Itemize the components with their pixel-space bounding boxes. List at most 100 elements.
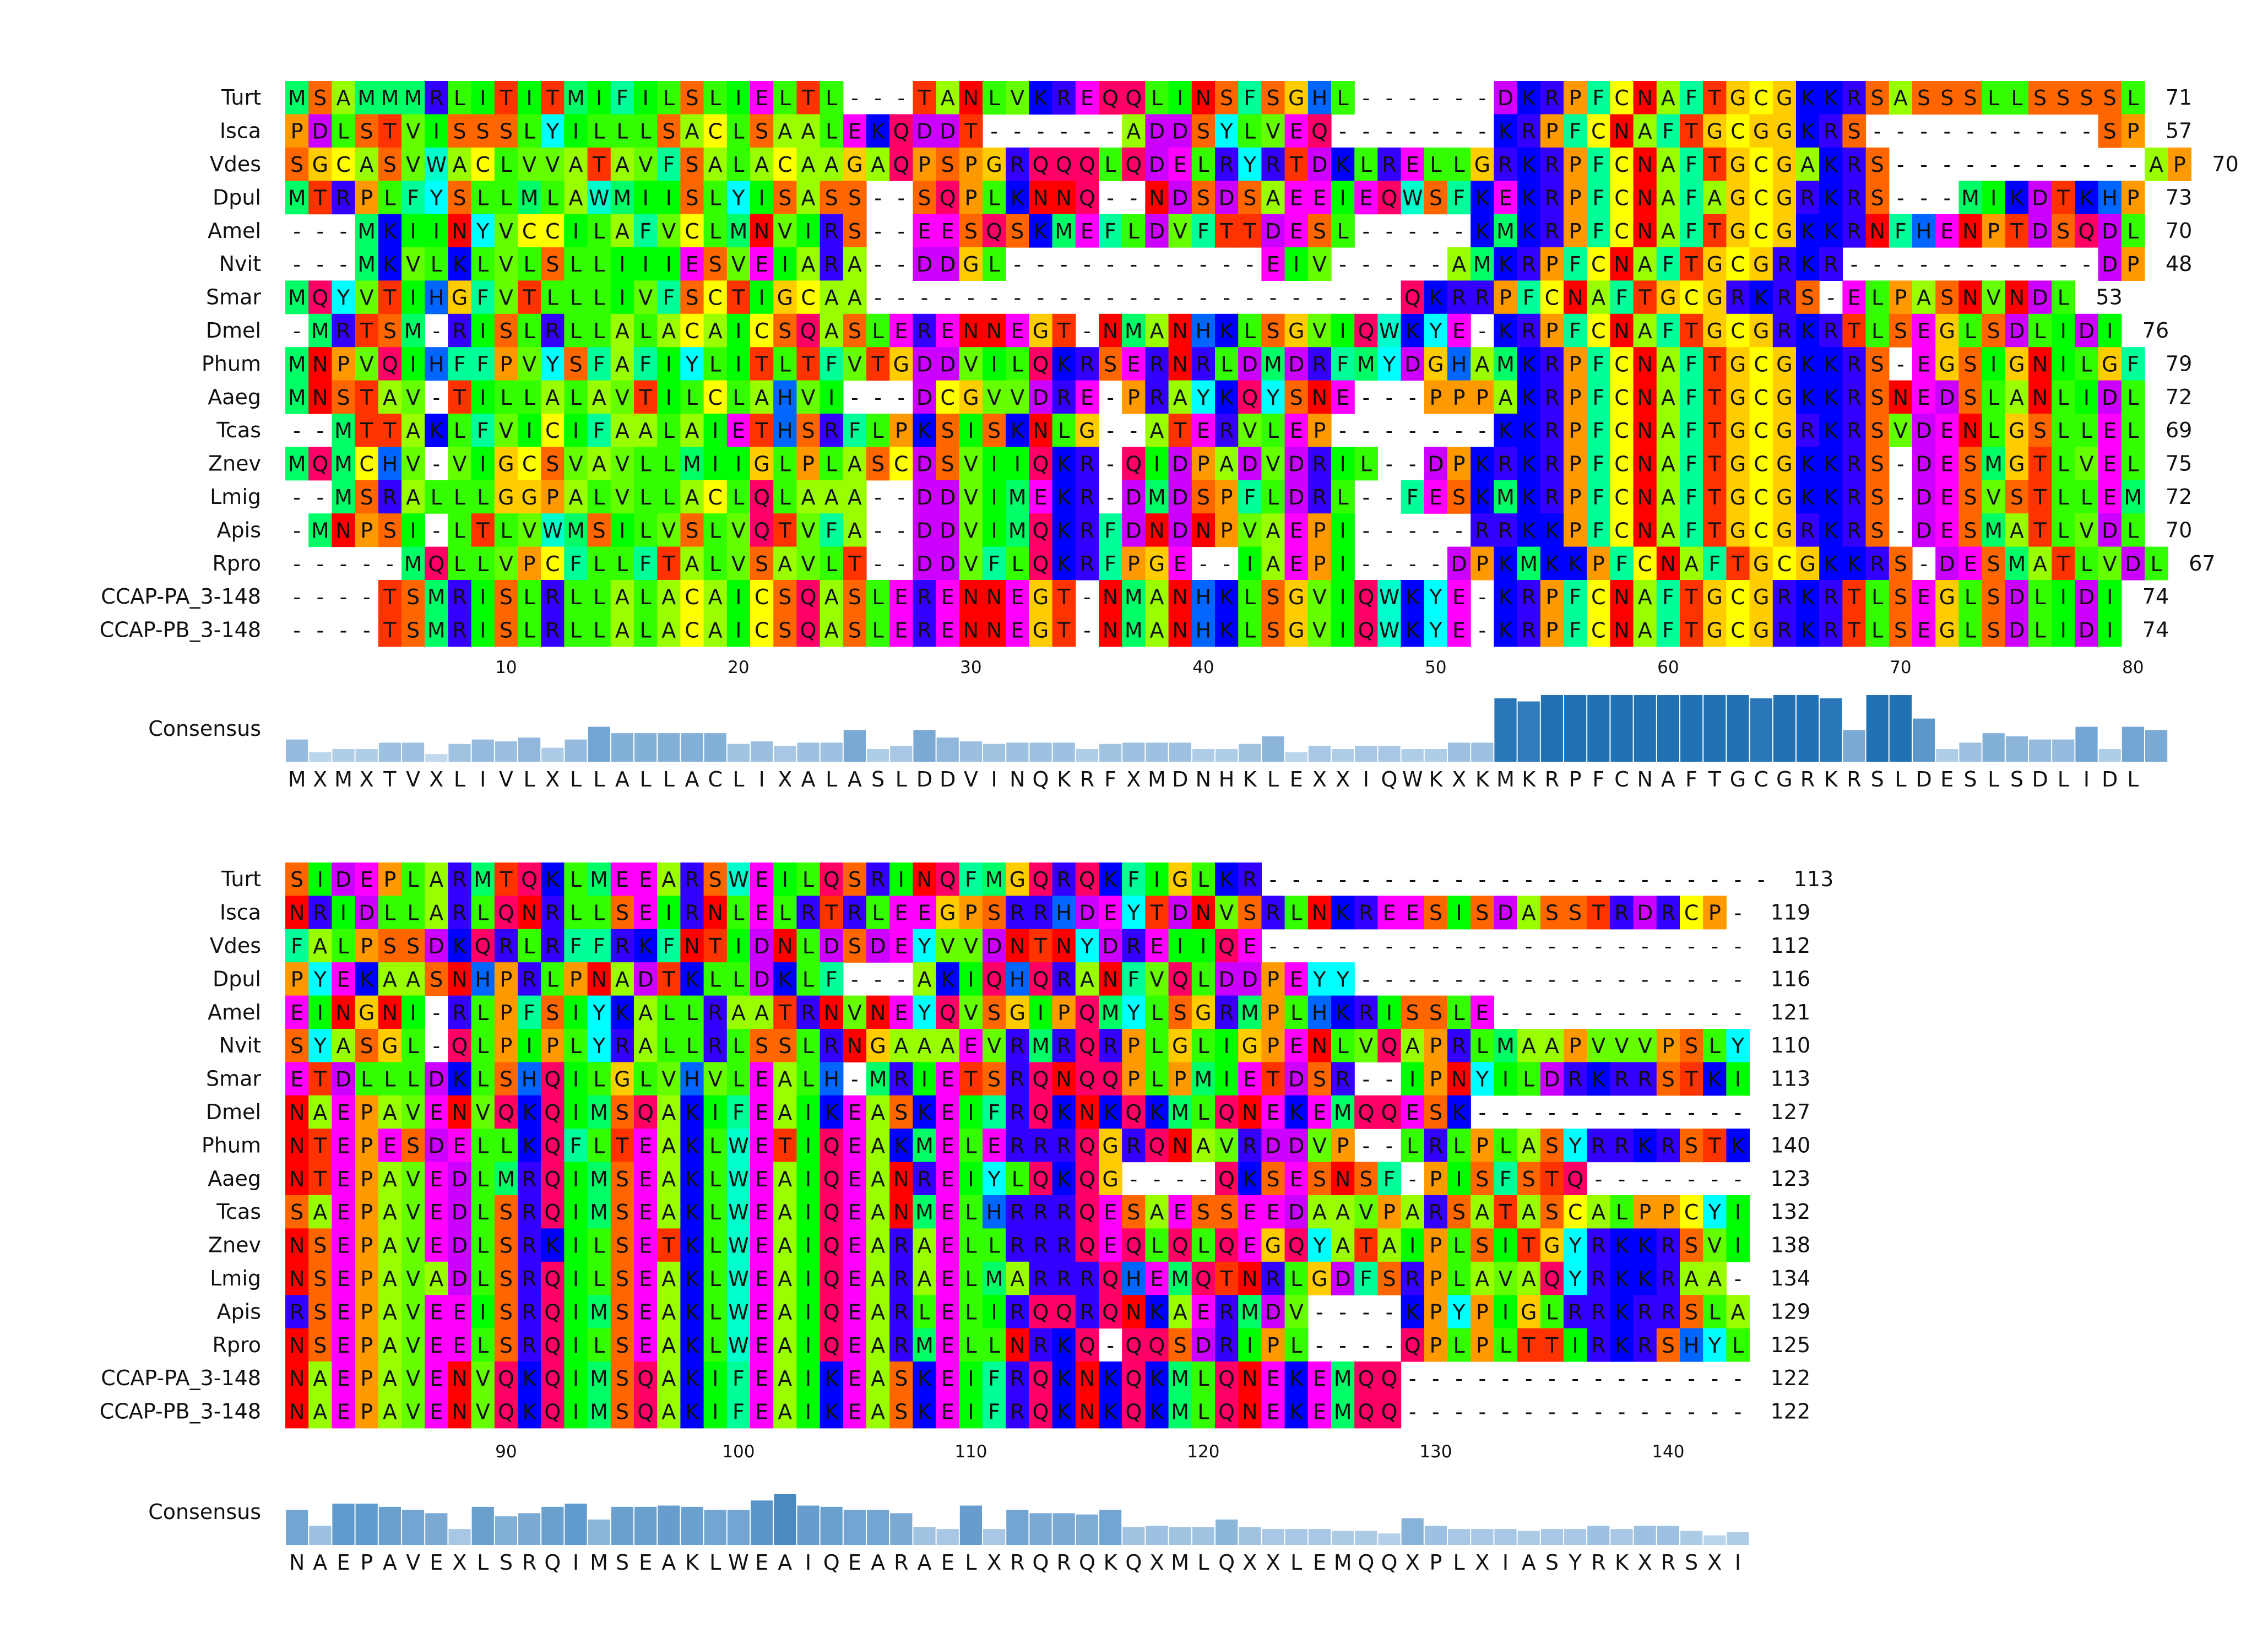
residue-char: V <box>1219 1133 1234 1158</box>
residue-cell <box>2028 81 2052 115</box>
residue-char: C <box>1754 419 1768 443</box>
residue-char: A <box>778 1300 792 1324</box>
residue-char: R <box>917 1167 931 1191</box>
residue-char: L <box>593 219 605 243</box>
residue-char: E <box>616 867 629 892</box>
residue-cell <box>1424 181 1448 215</box>
residue-char: K <box>1499 319 1513 343</box>
gap-char: - <box>293 518 301 543</box>
residue-char: R <box>1498 518 1512 543</box>
residue-char: Y <box>918 934 931 958</box>
residue-char: I <box>805 1133 811 1158</box>
residue-char: S <box>1011 219 1024 243</box>
residue-char: R <box>1777 252 1792 276</box>
residue-char: R <box>894 1300 908 1324</box>
residue-cell <box>634 214 658 248</box>
residue-char: L <box>872 619 884 643</box>
residue-char: A <box>848 518 862 543</box>
consensus-bar <box>1680 695 1703 762</box>
gap-char: - <box>1548 1400 1556 1424</box>
residue-char: K <box>1499 419 1513 443</box>
residue-char: T <box>1708 153 1722 177</box>
gap-char: - <box>1083 319 1091 343</box>
residue-char: F <box>1685 86 1697 110</box>
residue-char: K <box>1615 1300 1629 1324</box>
gap-char: - <box>2013 120 2021 144</box>
residue-char: I <box>1223 1034 1229 1058</box>
residue-char: R <box>1637 1333 1652 1358</box>
residue-char: S <box>569 352 582 376</box>
residue-cell <box>610 247 634 281</box>
consensus-bar <box>681 1506 703 1545</box>
residue-cell <box>564 147 588 181</box>
consensus-bar <box>983 744 1006 762</box>
residue-char: I <box>1339 518 1345 543</box>
consensus-char: T <box>1708 767 1722 791</box>
residue-char: L <box>709 186 721 210</box>
residue-char: L <box>1337 485 1349 509</box>
residue-cell <box>634 147 658 181</box>
residue-cell <box>285 280 309 314</box>
residue-char: T <box>1708 485 1722 509</box>
residue-char: I <box>735 585 741 609</box>
residue-char: K <box>1104 867 1118 892</box>
residue-char: V <box>406 1234 420 1258</box>
residue-char: N <box>986 619 1002 643</box>
sequence-end-number: 76 <box>2142 318 2169 343</box>
gap-char: - <box>1386 120 1393 144</box>
residue-char: G <box>1753 252 1769 276</box>
residue-char: E <box>1290 120 1303 144</box>
residue-char: D <box>1916 485 1931 509</box>
residue-char: L <box>477 186 489 210</box>
residue-cell <box>843 114 867 148</box>
residue-char: G <box>614 1067 630 1092</box>
residue-char: N <box>1869 219 1885 243</box>
residue-cell <box>1703 181 1727 215</box>
consensus-char: D <box>2032 767 2048 791</box>
residue-char: I <box>573 1200 579 1224</box>
residue-char: Q <box>1125 1100 1142 1125</box>
residue-char: E <box>639 1133 652 1158</box>
residue-char: F <box>1662 585 1674 609</box>
residue-char: E <box>1452 585 1466 609</box>
sequence-row: Apis R S E P A V E E I S R Q I M S E A K L W E A I Q E A R L E L I R Q Q R Q… <box>217 1295 1810 1329</box>
residue-char: Q <box>1102 1267 1119 1291</box>
gap-char: - <box>1362 86 1370 110</box>
position-tick-label: 130 <box>1419 1442 1452 1462</box>
residue-char: I <box>573 1400 579 1424</box>
gap-char: - <box>1013 252 1021 276</box>
residue-char: S <box>1685 1034 1698 1058</box>
residue-char: T <box>313 1167 327 1191</box>
residue-char: A <box>871 1400 885 1424</box>
gap-char: - <box>874 286 882 310</box>
residue-char: S <box>1662 1067 1675 1092</box>
residue-char: K <box>1499 252 1513 276</box>
residue-char: L <box>1500 1333 1511 1358</box>
residue-char: C <box>522 219 537 243</box>
residue-char: T <box>1847 585 1861 609</box>
residue-char: M <box>1171 1100 1189 1125</box>
residue-char: I <box>2060 352 2066 376</box>
residue-cell <box>2028 214 2052 248</box>
consensus-bar <box>1285 752 1307 762</box>
residue-char: A <box>661 1200 676 1224</box>
residue-char: L <box>2127 86 2139 110</box>
gap-char: - <box>1339 867 1347 892</box>
gap-char: - <box>1386 1133 1393 1158</box>
residue-char: Q <box>986 967 1002 991</box>
residue-char: I <box>898 867 904 892</box>
gap-char: - <box>1060 286 1068 310</box>
residue-char: I <box>573 1300 579 1324</box>
consensus-bar <box>1006 742 1029 762</box>
gap-char: - <box>1339 1300 1347 1324</box>
consensus-bar <box>1889 695 1912 762</box>
gap-char: - <box>1362 120 1370 144</box>
residue-char: K <box>453 252 467 276</box>
residue-char: A <box>383 1366 397 1391</box>
residue-char: Q <box>1218 1400 1235 1424</box>
residue-char: V <box>615 452 630 476</box>
residue-char: Q <box>940 186 956 210</box>
residue-char: R <box>848 901 862 925</box>
residue-char: M <box>1241 1300 1259 1324</box>
residue-char: E <box>1197 419 1210 443</box>
